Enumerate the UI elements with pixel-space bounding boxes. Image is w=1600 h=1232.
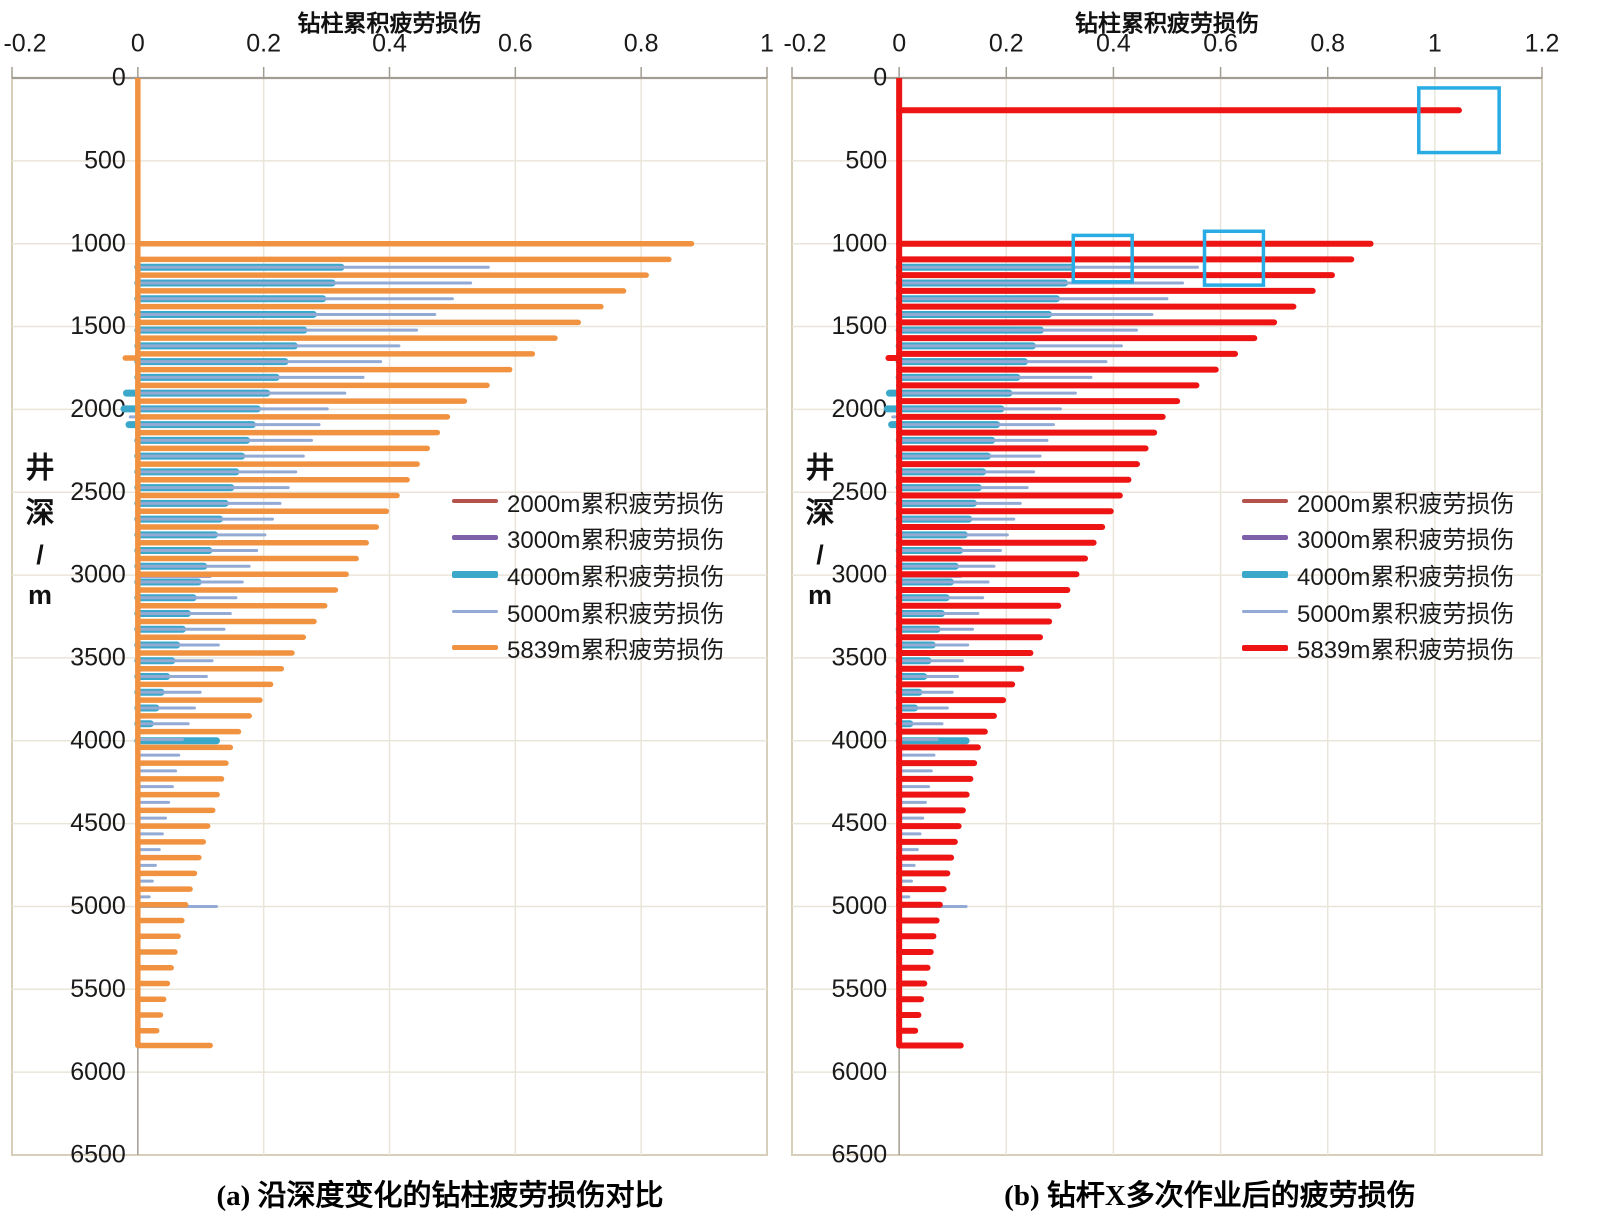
x-tick-label: 0.6	[1203, 30, 1238, 58]
y-tick-label: 4500	[70, 809, 126, 837]
y-axis-title-char: /	[36, 540, 44, 570]
y-tick-label: 0	[873, 64, 887, 92]
legend-item: 5839m累积疲劳损伤	[452, 629, 724, 666]
y-tick-label: 3000	[832, 561, 888, 589]
legend-item: 2000m累积疲劳损伤	[1242, 483, 1514, 520]
x-tick-label: 1	[1428, 30, 1442, 58]
y-axis-title-char: /	[816, 540, 824, 570]
legend-swatch	[452, 499, 498, 504]
chart-b: -0.2 0 0.2 0.4 0.6 0.8 1 1.2 0 500 1000 1500 2000 250…	[783, 30, 1559, 1169]
y-tick-label: 4500	[832, 809, 888, 837]
y-tick-label: 2500	[70, 478, 126, 506]
legend-a: 2000m累积疲劳损伤 3000m累积疲劳损伤 4000m累积疲劳损伤 5000…	[452, 483, 724, 666]
x-tick-label: 1	[760, 30, 774, 58]
x-tick-label: 0	[892, 30, 906, 58]
legend-item-label: 3000m累积疲劳损伤	[1297, 527, 1515, 555]
y-tick-label: 6000	[832, 1058, 888, 1086]
legend-item: 5000m累积疲劳损伤	[1242, 593, 1514, 630]
legend-swatch	[1242, 609, 1288, 613]
x-tick-label: 1.2	[1525, 30, 1560, 58]
legend-swatch	[1242, 499, 1288, 504]
y-tick-label: 500	[84, 146, 126, 174]
legend-item-label: 4000m累积疲劳损伤	[507, 563, 725, 591]
x-axis-title-b: 钻柱累积疲劳损伤	[1075, 10, 1259, 36]
legend-item-label: 5839m累积疲劳损伤	[1297, 637, 1515, 665]
legend-swatch	[1242, 644, 1288, 651]
y-axis-title-char: 深	[25, 497, 54, 530]
legend-swatch	[452, 535, 498, 541]
y-tick-label: 5000	[70, 892, 126, 920]
y-axis-title-char: 深	[805, 497, 834, 530]
legend-b: 2000m累积疲劳损伤 3000m累积疲劳损伤 4000m累积疲劳损伤 5000…	[1242, 483, 1514, 666]
y-axis-title-char: 井	[805, 452, 834, 485]
y-tick-label: 5500	[832, 975, 888, 1003]
legend-item: 2000m累积疲劳损伤	[452, 483, 724, 520]
x-tick-label: -0.2	[3, 30, 46, 58]
x-tick-label: -0.2	[783, 30, 826, 58]
legend-item-label: 3000m累积疲劳损伤	[507, 527, 725, 555]
y-tick-label: 3500	[832, 644, 888, 672]
y-tick-label: 0	[112, 64, 126, 92]
legend-swatch	[1242, 535, 1288, 541]
y-tick-label: 1000	[70, 229, 126, 257]
y-axis-title-char: m	[808, 580, 832, 610]
y-tick-label: 1500	[70, 312, 126, 340]
y-tick-label: 2000	[70, 395, 126, 423]
legend-swatch	[452, 570, 498, 578]
y-tick-label: 1500	[832, 312, 888, 340]
x-tick-label: 0	[131, 30, 145, 58]
legend-item-label: 5000m累积疲劳损伤	[1297, 600, 1515, 628]
y-tick-label: 6500	[832, 1141, 888, 1169]
x-axis-title-a: 钻柱累积疲劳损伤	[297, 10, 482, 36]
x-tick-label: 0.4	[372, 30, 407, 58]
y-tick-label: 5000	[832, 892, 888, 920]
legend-item-label: 2000m累积疲劳损伤	[1297, 490, 1515, 518]
legend-item: 4000m累积疲劳损伤	[1242, 556, 1514, 593]
x-tick-label: 0.6	[498, 30, 533, 58]
legend-item-label: 2000m累积疲劳损伤	[507, 490, 725, 518]
legend-item-label: 4000m累积疲劳损伤	[1297, 563, 1515, 591]
legend-item: 3000m累积疲劳损伤	[1242, 520, 1514, 557]
x-tick-label: 0.8	[624, 30, 659, 58]
x-tick-label: 0.4	[1096, 30, 1131, 58]
legend-item-label: 5839m累积疲劳损伤	[507, 637, 725, 665]
y-tick-label: 4000	[70, 726, 126, 754]
highlight-box	[1071, 233, 1134, 284]
y-tick-label: 6500	[70, 1141, 126, 1169]
caption-a: (a) 沿深度变化的钻柱疲劳损伤对比	[216, 1180, 664, 1212]
caption-b: (b) 钻杆X多次作业后的疲劳损伤	[1004, 1180, 1416, 1212]
y-tick-label: 5500	[70, 975, 126, 1003]
y-tick-label: 1000	[832, 229, 888, 257]
x-tick-label: 0.2	[989, 30, 1024, 58]
legend-item: 5000m累积疲劳损伤	[452, 593, 724, 630]
y-tick-label: 3500	[70, 644, 126, 672]
y-tick-label: 6000	[70, 1058, 126, 1086]
y-axis-title-char: 井	[25, 452, 54, 485]
x-tick-label: 0.8	[1310, 30, 1345, 58]
legend-swatch	[452, 609, 498, 613]
x-tick-label: 0.2	[246, 30, 281, 58]
legend-swatch	[452, 644, 498, 651]
highlight-box	[1202, 229, 1266, 287]
y-tick-label: 4000	[832, 726, 888, 754]
legend-swatch	[1242, 570, 1288, 578]
chart-a: -0.2 0 0.2 0.4 0.6 0.8 1 0 500 1000 1500 2000 2500 30…	[3, 30, 774, 1169]
legend-item: 4000m累积疲劳损伤	[452, 556, 724, 593]
legend-item: 5839m累积疲劳损伤	[1242, 629, 1514, 666]
y-tick-label: 500	[845, 146, 887, 174]
legend-item-label: 5000m累积疲劳损伤	[507, 600, 725, 628]
y-axis-title-char: m	[28, 580, 52, 610]
legend-item: 3000m累积疲劳损伤	[452, 520, 724, 557]
highlight-box	[1417, 86, 1501, 155]
y-tick-label: 2000	[832, 395, 888, 423]
y-tick-label: 2500	[832, 478, 888, 506]
y-tick-label: 3000	[70, 561, 126, 589]
